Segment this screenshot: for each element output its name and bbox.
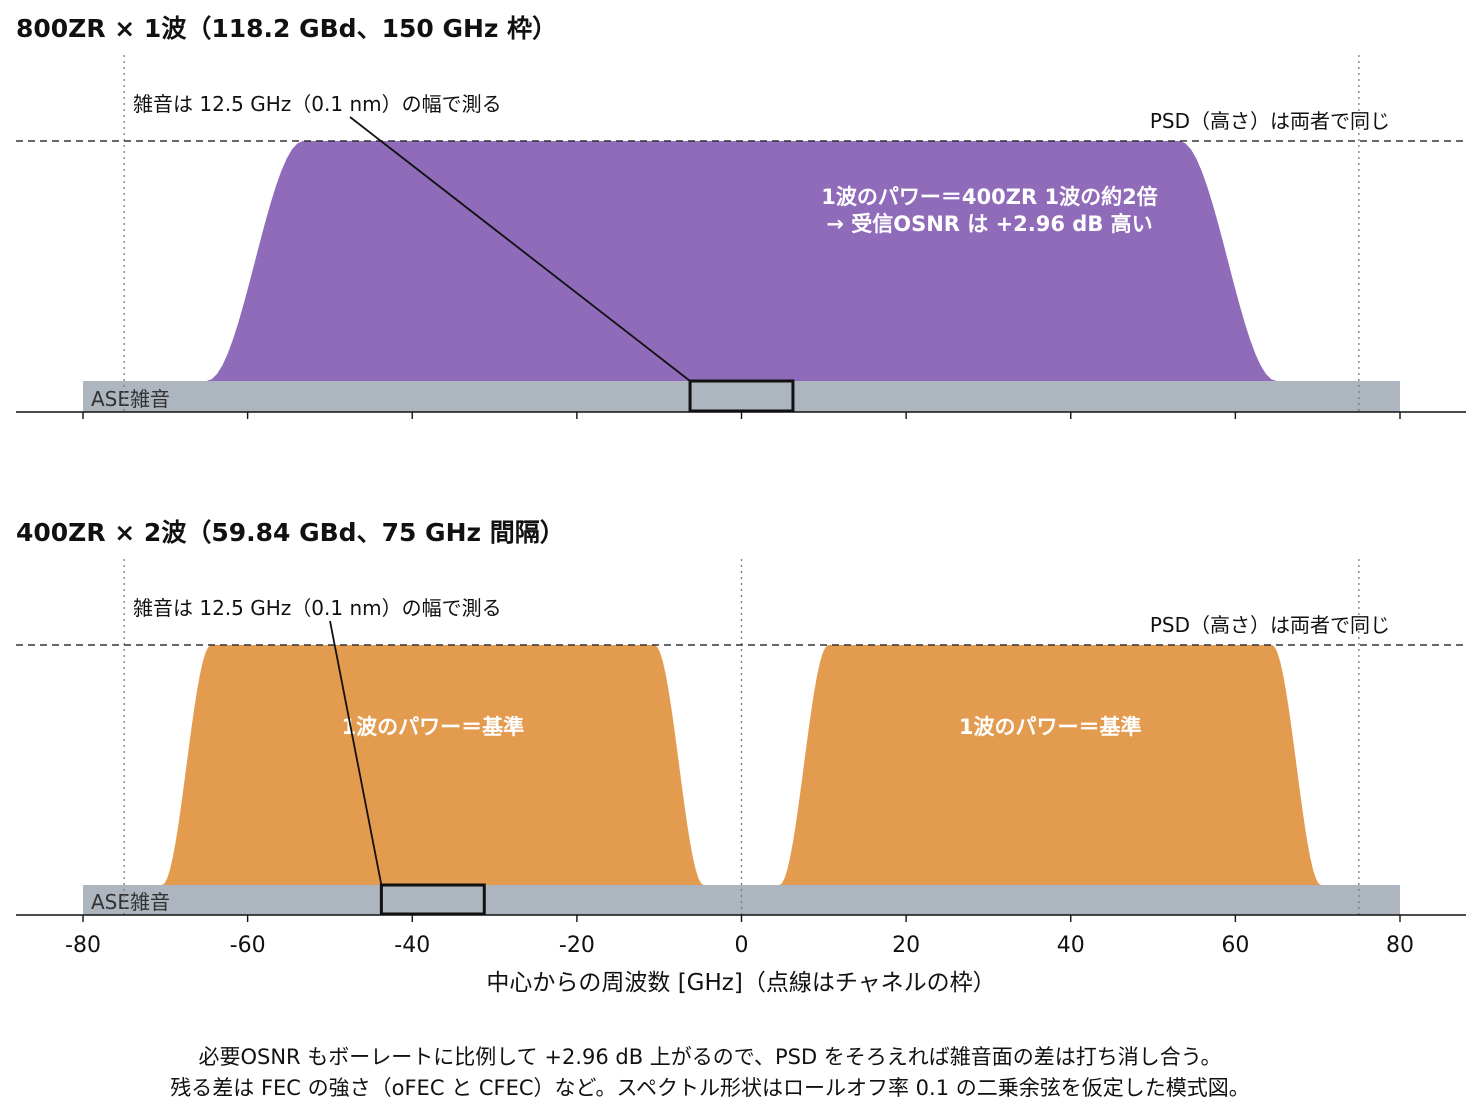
bottom-panel: ASE雑音 1波のパワー＝基準 1波のパワー＝基準 PSD（高さ）は両者で同じ 雑音は … (16, 559, 1466, 922)
carrier-spectrum-2 (779, 645, 1322, 885)
noise-measure-annotation: 雑音は 12.5 GHz（0.1 nm）の幅で測る (133, 596, 502, 620)
carrier-spectrum-1 (161, 645, 704, 885)
caption-line-1: 必要OSNR もボーレートに比例して +2.96 dB 上がるので、PSD をそ… (198, 1045, 1221, 1069)
x-tick-label: 0 (735, 933, 749, 958)
ase-noise-label: ASE雑音 (91, 387, 170, 411)
x-tick-label: 60 (1221, 933, 1249, 958)
ase-noise-label: ASE雑音 (91, 890, 170, 914)
noise-measure-box (379, 883, 486, 916)
caption-line-2: 残る差は FEC の強さ（oFEC と CFEC）など。スペクトル形状はロールオ… (170, 1076, 1249, 1100)
carrier-label-1-line-1: 1波のパワー＝基準 (342, 715, 525, 739)
noise-measure-box (688, 379, 795, 413)
x-tick-label: -20 (559, 933, 595, 958)
x-tick-label: 40 (1057, 933, 1085, 958)
x-axis-ticks: -80 -60 -40 -20 0 20 40 60 80 (65, 933, 1414, 958)
carrier-label-1-line-2: → 受信OSNR は +2.96 dB 高い (826, 212, 1152, 236)
psd-reference-label: PSD（高さ）は両者で同じ (1150, 109, 1390, 133)
x-tick-label: -80 (65, 933, 101, 958)
x-tick-label: 20 (892, 933, 920, 958)
carrier-spectrum-1 (206, 141, 1277, 381)
ase-noise-band (83, 381, 1400, 412)
noise-measure-annotation: 雑音は 12.5 GHz（0.1 nm）の幅で測る (133, 92, 502, 116)
bottom-panel-title: 400ZR × 2波（59.84 GBd、75 GHz 間隔） (16, 518, 565, 547)
carrier-label-2-line-1: 1波のパワー＝基準 (959, 715, 1142, 739)
annotation-pointer-line (329, 620, 383, 886)
x-axis-label: 中心からの周波数 [GHz]（点線はチャネルの枠） (486, 970, 995, 996)
carrier-label-1-line-1: 1波のパワー＝400ZR 1波の約2倍 (821, 185, 1157, 209)
x-tick-label: -60 (230, 933, 266, 958)
x-tick-label: -40 (394, 933, 430, 958)
annotation-pointer-line (349, 116, 691, 382)
x-tick-label: 80 (1386, 933, 1414, 958)
top-panel: ASE雑音 1波のパワー＝400ZR 1波の約2倍 → 受信OSNR は +2.96… (16, 55, 1466, 419)
psd-reference-label: PSD（高さ）は両者で同じ (1150, 613, 1390, 637)
top-panel-title: 800ZR × 1波（118.2 GBd、150 GHz 枠） (16, 14, 557, 43)
